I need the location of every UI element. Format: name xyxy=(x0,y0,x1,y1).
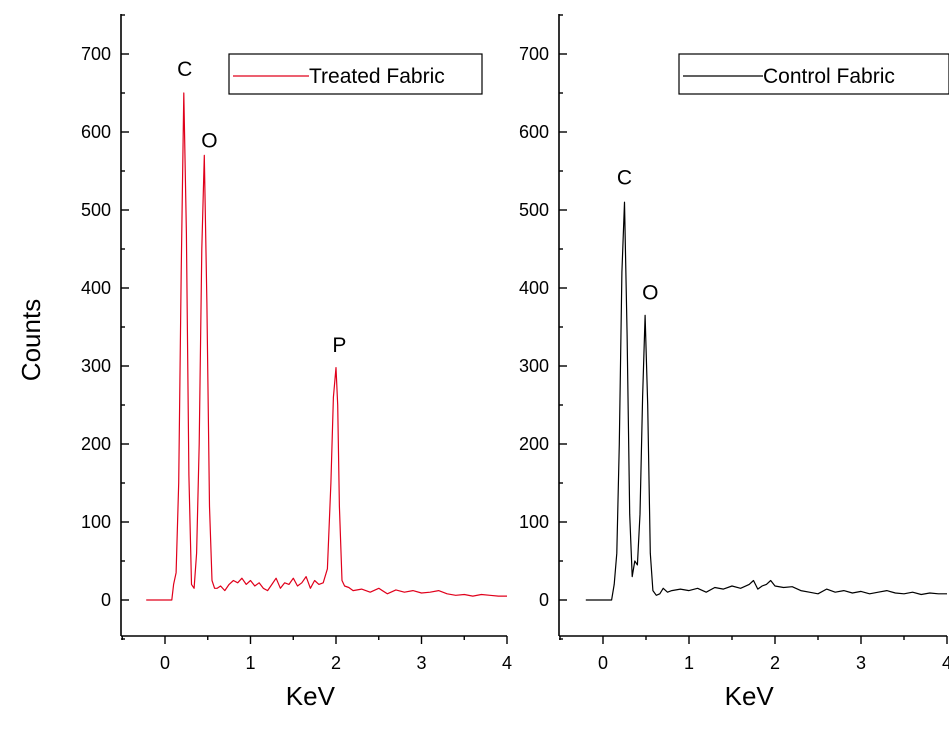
panel-left-peak-label: C xyxy=(177,58,192,81)
panel-left-x-axis-title: KeV xyxy=(286,681,336,711)
panel-left-peak-label: P xyxy=(332,334,346,357)
panel-right-legend-label: Control Fabric xyxy=(763,65,895,88)
panel-right-x-tick-label: 3 xyxy=(856,653,866,673)
panel-left-x-tick-label: 0 xyxy=(160,653,170,673)
panel-right-peak-label: C xyxy=(617,166,632,189)
panel-right-y-tick-label: 200 xyxy=(519,434,549,454)
panel-right-series-line xyxy=(585,201,947,601)
panel-left-y-axis-title: Counts xyxy=(16,299,46,381)
panel-left-y-tick-label: 200 xyxy=(81,434,111,454)
panel-right-y-tick-label: 300 xyxy=(519,356,549,376)
panel-right-x-tick-label: 2 xyxy=(770,653,780,673)
panel-left-x-tick-label: 1 xyxy=(245,653,255,673)
panel-right-y-tick-label: 0 xyxy=(539,590,549,610)
panel-left-legend-label: Treated Fabric xyxy=(309,65,445,88)
panel-left-x-tick-label: 4 xyxy=(502,653,512,673)
panel-left-y-tick-label: 600 xyxy=(81,122,111,142)
panel-right-y-tick-label: 400 xyxy=(519,278,549,298)
panel-right-peak-label: O xyxy=(642,282,658,305)
panel-left-x-tick-label: 3 xyxy=(416,653,426,673)
panel-left-y-tick-label: 500 xyxy=(81,200,111,220)
panel-left-peak-label: O xyxy=(201,130,217,153)
panel-left-y-tick-label: 100 xyxy=(81,512,111,532)
panel-left-y-tick-label: 300 xyxy=(81,356,111,376)
panel-right-y-tick-label: 500 xyxy=(519,200,549,220)
panel-left-x-tick-label: 2 xyxy=(331,653,341,673)
panel-right-y-tick-label: 700 xyxy=(519,44,549,64)
panel-right-y-tick-label: 600 xyxy=(519,122,549,142)
panel-right-x-axis-title: KeV xyxy=(725,681,775,711)
panel-right-y-tick-label: 100 xyxy=(519,512,549,532)
panel-left-y-tick-label: 0 xyxy=(101,590,111,610)
panel-right-legend-box xyxy=(678,53,949,95)
panel-left-y-tick-label: 400 xyxy=(81,278,111,298)
panel-left-legend-box xyxy=(228,53,483,95)
panel-right-x-tick-label: 1 xyxy=(684,653,694,673)
panel-left-y-tick-label: 700 xyxy=(81,44,111,64)
panel-right-x-tick-label: 0 xyxy=(598,653,608,673)
panel-right-x-tick-label: 4 xyxy=(942,653,949,673)
panel-left-series-line xyxy=(146,92,507,601)
